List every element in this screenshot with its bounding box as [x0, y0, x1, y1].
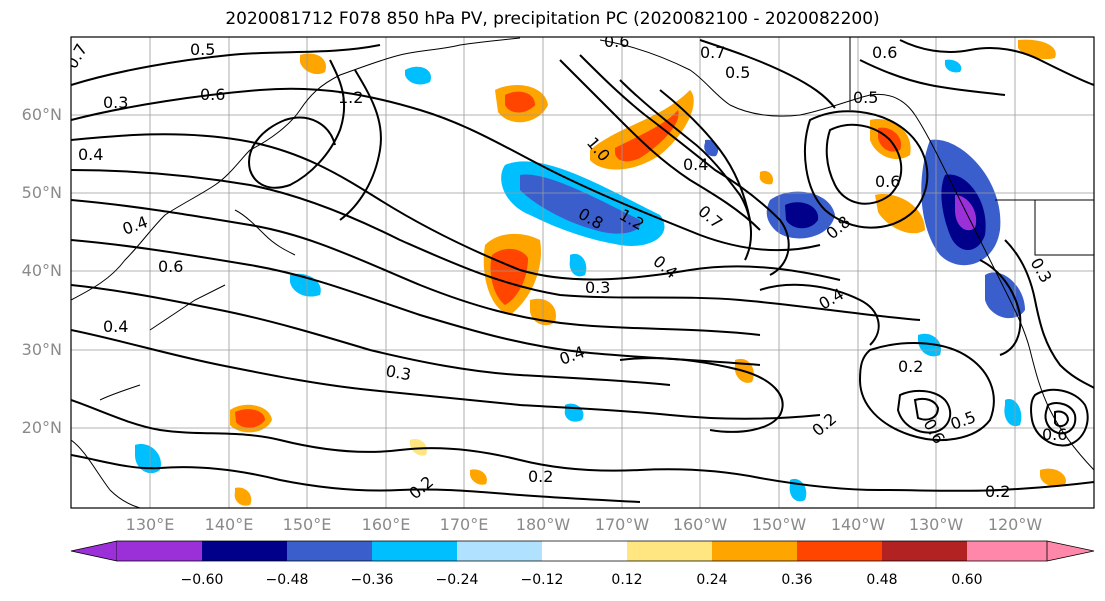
contour-label: 0.3	[384, 361, 412, 384]
colorbar-tick-label: −0.36	[350, 572, 394, 588]
colorbar-tick-label: −0.24	[435, 572, 479, 588]
precip-negative-blob	[1004, 399, 1022, 427]
contour-label: 0.5	[853, 88, 878, 107]
precip-positive-blob	[235, 409, 265, 428]
contour-label: 0.6	[158, 257, 183, 276]
contour-label: 0.6	[604, 32, 629, 51]
colorbar-extend-low	[70, 540, 118, 562]
precip-positive-blob	[234, 487, 252, 506]
precip-positive-blob	[759, 170, 774, 185]
colorbar-tick-label: −0.12	[520, 572, 564, 588]
colorbar-segment	[627, 541, 712, 561]
contour-label: 0.6	[872, 43, 897, 62]
colorbar-tick-label: −0.48	[265, 572, 309, 588]
precip-positive-blob	[300, 53, 326, 75]
map-title: 2020081712 F078 850 hPa PV, precipitatio…	[225, 9, 880, 29]
precip-positive-blob	[505, 91, 535, 113]
lat-label-20n: 20°N	[21, 418, 62, 437]
colorbar-tick-label: 0.12	[611, 572, 643, 588]
contour-label: 0.2	[528, 467, 553, 486]
contour-label: 0.5	[725, 63, 750, 82]
contour-label: 0.7	[700, 43, 725, 62]
lon-label-150w: 150°W	[751, 515, 807, 534]
colorbar-segment	[882, 541, 967, 561]
lon-label-130e: 130°E	[125, 515, 175, 534]
colorbar-segment	[712, 541, 797, 561]
contour-label: 0.3	[103, 93, 128, 112]
lat-label-40n: 40°N	[21, 261, 62, 280]
colorbar-tick-label: 0.36	[781, 572, 813, 588]
colorbar-segment	[457, 541, 542, 561]
precip-positive-blob	[875, 194, 925, 234]
precip-positive-blob	[490, 248, 528, 305]
lon-label-160w: 160°W	[672, 515, 728, 534]
lon-label-160e: 160°E	[361, 515, 411, 534]
colorbar-extend-high	[1046, 540, 1095, 562]
lon-label-180w: 180°W	[515, 515, 571, 534]
pv-contours	[71, 39, 1094, 503]
contour-label: 0.2	[898, 357, 923, 376]
colorbar-tick-label: 0.60	[951, 572, 983, 588]
contour-label: 0.4	[103, 317, 128, 336]
precip-negative-blob	[520, 174, 641, 234]
precip-positive-blob	[410, 439, 427, 456]
colorbar	[70, 540, 1095, 562]
contour-label: 0.6	[875, 172, 900, 191]
colorbar-tick-label: 0.24	[696, 572, 728, 588]
lon-label-170e: 170°E	[439, 515, 489, 534]
contour-label: 0.4	[78, 145, 103, 164]
lon-label-140e: 140°E	[204, 515, 254, 534]
lon-label-120w: 120°W	[987, 515, 1043, 534]
colorbar-segment	[202, 541, 287, 561]
colorbar-segment	[287, 541, 372, 561]
lon-label-170w: 170°W	[594, 515, 650, 534]
colorbar-tick-label: −0.60	[180, 572, 224, 588]
contour-label: 1.2	[338, 88, 363, 107]
map-frame	[70, 36, 1095, 509]
contour-label: 0.6	[1042, 425, 1067, 444]
colorbar-segment	[372, 541, 457, 561]
precip-negative-blob	[135, 444, 161, 474]
lat-label-50n: 50°N	[21, 183, 62, 202]
lon-label-130w: 130°W	[908, 515, 964, 534]
gridlines	[71, 37, 1094, 508]
precip-negative-blob	[918, 333, 941, 357]
precip-negative-blob	[785, 202, 819, 229]
precip-negative-blob	[944, 59, 962, 73]
lat-label-60n: 60°N	[21, 105, 62, 124]
precip-positive-blob	[615, 110, 679, 162]
contour-label: 0.2	[985, 482, 1010, 501]
colorbar-segment	[117, 541, 202, 561]
colorbar-tick-label: 0.48	[866, 572, 898, 588]
precip-positive-blob	[470, 469, 487, 485]
lon-label-150e: 150°E	[282, 515, 332, 534]
lat-label-30n: 30°N	[21, 340, 62, 359]
contour-label: 0.5	[190, 40, 215, 59]
contour-label: 0.4	[683, 155, 708, 174]
contour-label: 0.6	[200, 85, 225, 104]
precip-negative-blob	[405, 66, 431, 85]
contour-label: 0.3	[585, 278, 610, 297]
precip-positive-blob	[1040, 468, 1066, 487]
colorbar-segment	[797, 541, 882, 561]
colorbar-segment	[542, 541, 627, 561]
lon-label-140w: 140°W	[830, 515, 886, 534]
colorbar-segment	[967, 541, 1047, 561]
